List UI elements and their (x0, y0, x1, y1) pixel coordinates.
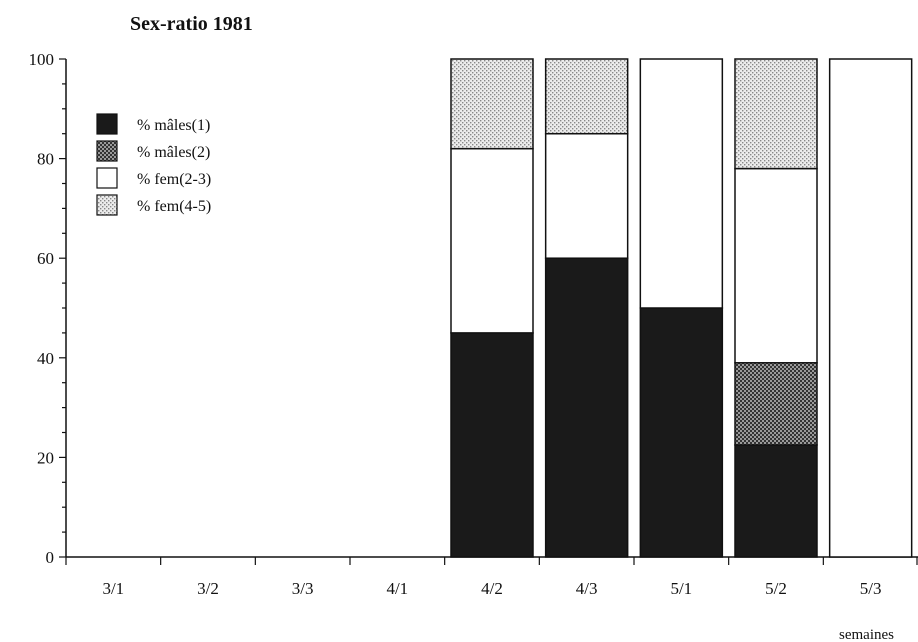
bar-segment-series-1 (734, 444, 818, 558)
bar-stack-5-1 (639, 58, 724, 558)
bar-segment-series-4 (734, 58, 818, 170)
x-tick-label: 4/2 (481, 579, 503, 598)
chart-title: Sex-ratio 1981 (130, 13, 253, 35)
legend-swatch-1 (96, 113, 118, 135)
bar-segment-series-3 (544, 132, 629, 259)
x-tick-label: 4/1 (386, 579, 408, 598)
legend-label-2: % mâles(2) (137, 144, 210, 161)
bar-stack-5-3 (828, 58, 913, 558)
bar-segment-series-2 (734, 362, 818, 446)
bars (450, 58, 913, 558)
x-axis-label: semaines (839, 627, 894, 642)
bar-segment-series-4 (544, 58, 629, 135)
y-tick-label: 0 (46, 548, 55, 567)
bar-segment-series-3 (828, 58, 913, 558)
bar-stack-4-2 (450, 58, 534, 558)
y-tick-label: 40 (37, 349, 54, 368)
y-tick-label: 80 (37, 150, 54, 169)
x-tick-label: 5/2 (765, 579, 787, 598)
legend-label-1: % mâles(1) (137, 117, 210, 134)
legend-swatch-2 (96, 140, 118, 162)
y-axis: 0 20 40 60 80 100 (29, 50, 67, 567)
bar-stack-5-2 (734, 58, 818, 558)
legend-label-3: % fem(2-3) (137, 171, 211, 188)
y-tick-label: 100 (29, 50, 55, 69)
x-tick-label: 3/2 (197, 579, 219, 598)
bar-segment-series-3 (639, 58, 724, 309)
legend-swatch-3 (96, 167, 118, 189)
x-tick-label: 5/3 (860, 579, 882, 598)
bar-segment-series-4 (450, 58, 534, 150)
bar-segment-series-1 (544, 257, 629, 558)
legend-label-4: % fem(4-5) (137, 198, 211, 215)
bar-stack-4-3 (544, 58, 629, 558)
y-tick-label: 20 (37, 448, 54, 467)
x-tick-label: 3/1 (102, 579, 124, 598)
x-tick-label: 4/3 (576, 579, 598, 598)
x-tick-label: 5/1 (670, 579, 692, 598)
legend: % mâles(1) % mâles(2) % fem(2-3) % fem(4-5) (96, 113, 211, 216)
legend-swatch-4 (96, 194, 118, 216)
bar-segment-series-1 (450, 332, 534, 558)
bar-segment-series-3 (450, 147, 534, 334)
y-tick-label: 60 (37, 249, 54, 268)
bar-segment-series-1 (639, 307, 724, 558)
bar-segment-series-3 (734, 167, 818, 364)
x-axis: 3/1 3/2 3/3 4/1 4/2 4/3 5/1 5/2 5/3 (65, 556, 918, 598)
x-tick-label: 3/3 (292, 579, 314, 598)
